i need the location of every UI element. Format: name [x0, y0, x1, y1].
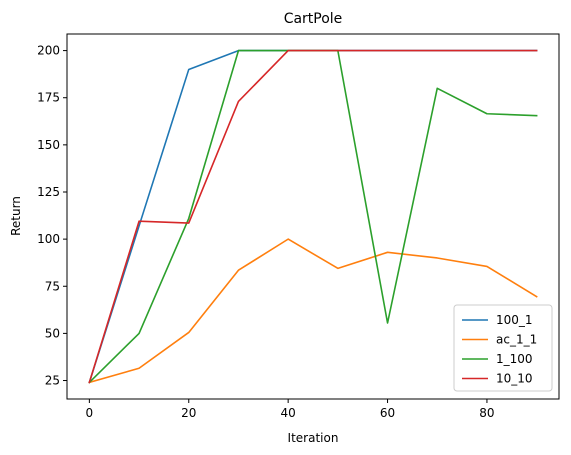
- legend-box: [453, 304, 553, 392]
- x-tick-label: 60: [380, 406, 395, 420]
- x-tick-label: 40: [281, 406, 296, 420]
- y-axis-label: Return: [9, 196, 23, 236]
- y-tick-label: 50: [45, 326, 60, 340]
- y-tick-label: 175: [37, 91, 60, 105]
- y-tick-label: 100: [37, 232, 60, 246]
- x-tick-label: 0: [86, 406, 94, 420]
- chart-title: CartPole: [284, 11, 343, 27]
- x-tick-label: 20: [181, 406, 196, 420]
- legend-label: 10_10: [496, 372, 533, 386]
- x-tick-label: 80: [479, 406, 494, 420]
- y-tick-label: 25: [45, 374, 60, 388]
- y-tick-label: 150: [37, 138, 60, 152]
- series-line-2: [88, 238, 538, 384]
- series-line-4: [88, 49, 538, 384]
- y-tick-label: 125: [37, 185, 60, 199]
- x-axis: 0 20 40 60 80: [86, 399, 495, 420]
- y-tick-label: 200: [37, 44, 60, 58]
- y-axis: 25 50 75 100 125 150 175 200: [37, 44, 67, 388]
- series-lines: [88, 49, 538, 384]
- legend-label: 1_100: [496, 352, 533, 366]
- legend-label: 100_1: [496, 313, 533, 327]
- plot-area: [66, 33, 560, 400]
- legend-label: ac_1_1: [496, 333, 537, 347]
- y-tick-label: 75: [45, 279, 60, 293]
- x-axis-label: Iteration: [288, 431, 339, 445]
- legend: 100_1 ac_1_1 1_100 10_10: [453, 304, 553, 392]
